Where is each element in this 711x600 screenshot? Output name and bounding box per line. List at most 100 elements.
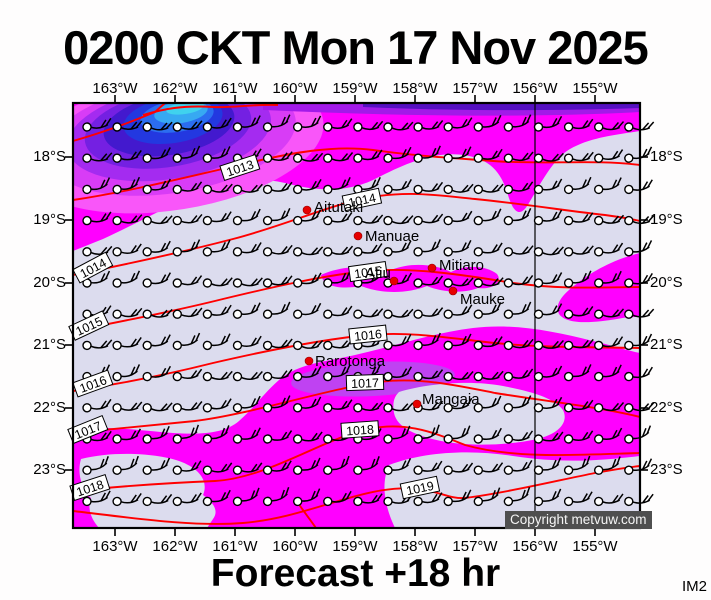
wind-barb bbox=[82, 245, 113, 257]
wind-barb bbox=[142, 425, 170, 444]
wind-barb bbox=[503, 459, 533, 475]
wind-barb bbox=[262, 275, 293, 288]
lat-label: 22°S bbox=[33, 399, 66, 416]
wind-barb bbox=[202, 211, 232, 226]
wind-barb bbox=[323, 364, 351, 382]
wind-barb bbox=[142, 147, 171, 163]
svg-text:1019: 1019 bbox=[405, 479, 435, 498]
wind-barb bbox=[503, 245, 534, 257]
lon-label: 160°W bbox=[272, 80, 318, 97]
wind-barb bbox=[142, 334, 171, 351]
wind-barb bbox=[383, 308, 414, 319]
wind-barb bbox=[172, 120, 203, 132]
place-dot-mitiaro bbox=[427, 263, 437, 273]
wind-barb bbox=[503, 181, 534, 195]
wind-barb bbox=[172, 145, 201, 163]
wind-barb bbox=[112, 428, 142, 444]
wind-barb bbox=[563, 338, 594, 351]
wind-barb bbox=[202, 489, 231, 507]
place-label-rarotonga: Rarotonga bbox=[315, 353, 386, 370]
wind-barb bbox=[172, 239, 201, 257]
wind-barb bbox=[172, 275, 203, 288]
lon-label: 159°W bbox=[332, 538, 378, 555]
wind-barb bbox=[383, 146, 412, 163]
wind-barb bbox=[323, 177, 351, 195]
wind-barb bbox=[563, 151, 594, 163]
wind-barb bbox=[533, 340, 564, 351]
lon-label: 159°W bbox=[332, 80, 378, 97]
wind-barb bbox=[112, 307, 143, 319]
wind-barb bbox=[142, 402, 173, 413]
isobar-line bbox=[73, 193, 640, 276]
wind-barb bbox=[473, 148, 503, 163]
wind-barb bbox=[533, 178, 563, 195]
wind-barb bbox=[594, 364, 622, 382]
isobar-label: 1015 bbox=[348, 260, 388, 283]
lon-label: 161°W bbox=[212, 538, 258, 555]
wind-barb bbox=[503, 151, 534, 163]
wind-barb bbox=[473, 336, 503, 351]
wind-barb bbox=[594, 149, 624, 163]
wind-barb bbox=[323, 399, 353, 413]
wind-barb bbox=[503, 395, 532, 413]
wind-barb bbox=[413, 369, 444, 382]
wind-barb bbox=[594, 493, 624, 507]
wind-barb bbox=[112, 364, 141, 382]
isobar-line bbox=[73, 147, 640, 201]
wind-barb bbox=[624, 179, 653, 195]
isobar-label: 1019 bbox=[399, 475, 441, 500]
lon-label: 155°W bbox=[572, 80, 618, 97]
wind-barb bbox=[594, 214, 625, 226]
lat-label: 19°S bbox=[33, 211, 66, 228]
wind-barb bbox=[624, 402, 655, 413]
wind-barb bbox=[262, 430, 293, 444]
wind-barb bbox=[232, 302, 261, 319]
wind-barb bbox=[262, 114, 291, 132]
axis-ticks bbox=[65, 95, 648, 536]
wind-barb bbox=[443, 397, 473, 413]
wind-barb bbox=[533, 152, 564, 163]
wind-barb bbox=[142, 215, 173, 226]
wind-barb bbox=[563, 430, 594, 444]
wind-barb bbox=[292, 152, 324, 163]
wind-barb bbox=[594, 427, 623, 444]
wind-barb bbox=[533, 396, 563, 413]
wind-barb bbox=[82, 152, 113, 163]
lon-label: 163°W bbox=[92, 538, 138, 555]
place-dot-rarotonga bbox=[304, 356, 314, 366]
wind-barb bbox=[533, 209, 563, 226]
wind-barb bbox=[413, 145, 441, 163]
wind-barb bbox=[383, 178, 412, 195]
wind-barb bbox=[112, 149, 142, 163]
wind-barb bbox=[262, 338, 293, 351]
wind-barb bbox=[533, 303, 563, 319]
isobar-line bbox=[142, 103, 279, 116]
wind-barb bbox=[82, 398, 112, 413]
wind-barb bbox=[202, 239, 231, 257]
wind-barb bbox=[503, 274, 534, 288]
wind-barb bbox=[624, 493, 654, 507]
place-dot-manuae bbox=[353, 231, 363, 241]
lat-label: 18°S bbox=[650, 148, 683, 165]
forecast-hour-label: Forecast +18 hr bbox=[210, 552, 501, 595]
lon-label: 158°W bbox=[392, 538, 438, 555]
wind-barb bbox=[323, 211, 353, 226]
wind-barb bbox=[292, 339, 324, 351]
svg-text:1018: 1018 bbox=[346, 423, 375, 439]
wind-barb bbox=[443, 489, 472, 507]
isobar-label: 1016 bbox=[348, 324, 388, 345]
wind-barb bbox=[292, 488, 321, 507]
wind-barb bbox=[353, 214, 384, 226]
copyright-watermark: Copyright metvuw.com bbox=[505, 511, 652, 529]
wind-barb bbox=[292, 115, 322, 132]
wind-barb bbox=[533, 115, 563, 132]
wind-barb bbox=[112, 493, 142, 507]
wind-barb bbox=[563, 455, 591, 475]
wind-barb bbox=[443, 117, 473, 132]
wind-barb bbox=[473, 114, 502, 132]
wind-barb bbox=[563, 176, 592, 195]
wind-barb bbox=[413, 424, 440, 444]
wind-barb bbox=[292, 396, 322, 413]
lat-label: 19°S bbox=[650, 211, 683, 228]
